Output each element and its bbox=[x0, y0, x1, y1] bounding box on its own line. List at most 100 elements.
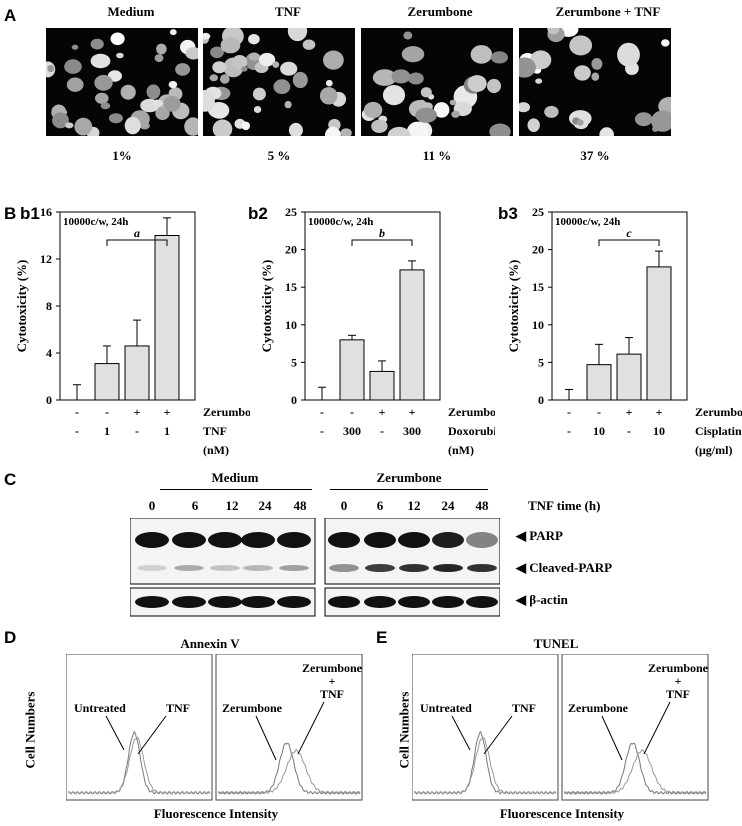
nucleus bbox=[519, 102, 530, 113]
nucleus bbox=[490, 51, 508, 64]
nucleus bbox=[574, 65, 591, 81]
cleaved-parp-band bbox=[137, 565, 167, 571]
nucleus bbox=[292, 71, 308, 89]
panel-label-c: C bbox=[4, 470, 17, 489]
panelE-ylabel: Cell Numbers bbox=[396, 691, 412, 769]
parp-label: ◀ PARP bbox=[516, 528, 563, 543]
nucleus bbox=[420, 87, 432, 98]
parp-band bbox=[135, 532, 169, 548]
micrograph-zerumbone-tnf bbox=[519, 28, 671, 136]
cleaved-parp-band bbox=[210, 565, 240, 571]
treatment-sign: - bbox=[320, 405, 324, 419]
y-tick-label: 10 bbox=[532, 318, 544, 332]
nucleus bbox=[95, 92, 109, 104]
nucleus bbox=[280, 61, 298, 76]
bar bbox=[369, 370, 395, 401]
nucleus bbox=[340, 128, 352, 136]
nucleus bbox=[287, 28, 308, 42]
histogram-frame bbox=[215, 654, 363, 801]
bar-chart-b1: Cytotoxicity (%) 0 4 8 12 16 10000c/w, 24h a - - +… bbox=[14, 205, 250, 457]
nucleus bbox=[576, 119, 584, 126]
treatment-sign: - bbox=[105, 405, 109, 419]
treatment-dose: 1 bbox=[104, 424, 110, 438]
time-6a: 6 bbox=[191, 498, 199, 513]
nucleus bbox=[47, 65, 55, 73]
nucleus bbox=[175, 63, 191, 76]
treatment-dose: 10 bbox=[593, 424, 605, 438]
nucleus bbox=[116, 52, 124, 59]
y-tick-label: 0 bbox=[46, 393, 52, 407]
nucleus bbox=[252, 87, 266, 101]
cleaved-parp-band bbox=[243, 565, 273, 571]
parp-band bbox=[364, 532, 396, 548]
cleaved-parp-band bbox=[174, 565, 204, 571]
nucleus bbox=[90, 53, 111, 69]
y-axis-label: Cytotoxicity (%) bbox=[259, 260, 274, 353]
nucleus bbox=[185, 47, 198, 60]
nucleus bbox=[203, 90, 215, 112]
nucleus bbox=[470, 45, 493, 64]
bar-chart-b3: Cytotoxicity (%) 0 5 10 15 20 25 10000c/w, 24h c… bbox=[506, 205, 742, 457]
panelA-title-medium: Medium bbox=[107, 4, 155, 19]
actin-band bbox=[277, 596, 311, 608]
bar bbox=[399, 269, 425, 401]
nucleus bbox=[90, 38, 104, 50]
nucleus bbox=[324, 126, 341, 136]
panelD-ylabel: Cell Numbers bbox=[22, 691, 38, 769]
bar bbox=[586, 364, 612, 401]
parp-band bbox=[466, 532, 498, 548]
time-24b: 24 bbox=[441, 498, 455, 513]
nucleus bbox=[487, 78, 501, 94]
actin-band bbox=[364, 596, 396, 608]
zerumbone-underline bbox=[330, 489, 488, 490]
nucleus bbox=[146, 84, 161, 100]
label-zerumbone-tnf-line1: Zerumbone bbox=[648, 661, 709, 675]
nucleus bbox=[591, 72, 600, 81]
actin-band bbox=[241, 596, 275, 608]
nucleus bbox=[288, 122, 303, 136]
bar bbox=[154, 235, 180, 401]
nucleus bbox=[272, 61, 280, 68]
pointer-line bbox=[601, 715, 623, 761]
nucleus bbox=[433, 102, 450, 118]
nucleus bbox=[391, 69, 411, 84]
bar bbox=[616, 353, 642, 401]
row-label: Zerumbone bbox=[448, 405, 495, 419]
time-0a: 0 bbox=[148, 498, 156, 513]
y-tick-label: 8 bbox=[46, 299, 52, 313]
panel-label-e: E bbox=[376, 628, 388, 647]
nucleus bbox=[154, 54, 164, 63]
nucleus bbox=[449, 99, 457, 106]
panelA-title-zerumbone-tnf: Zerumbone + TNF bbox=[555, 4, 661, 19]
actin-band bbox=[135, 596, 169, 608]
actin-band bbox=[208, 596, 242, 608]
significance-bracket bbox=[106, 239, 168, 246]
label-zerumbone: Zerumbone bbox=[568, 701, 629, 715]
nucleus bbox=[220, 37, 241, 54]
pointer-line bbox=[105, 715, 125, 751]
parp-band bbox=[398, 532, 430, 548]
cleaved-parp-band bbox=[399, 564, 429, 572]
treatment-sign: + bbox=[626, 405, 633, 419]
treatment-dose: 300 bbox=[403, 424, 421, 438]
nucleus bbox=[617, 42, 640, 67]
micrograph-zerumbone bbox=[361, 28, 513, 136]
treatment-sign: - bbox=[567, 405, 571, 419]
histogram-zerumbone-tnf bbox=[563, 748, 707, 795]
treatment-sign: - bbox=[75, 405, 79, 419]
cleaved-parp-label: ◀ Cleaved-PARP bbox=[516, 560, 613, 575]
nucleus bbox=[569, 35, 593, 56]
significance-letter: a bbox=[134, 226, 140, 240]
parp-band bbox=[208, 532, 242, 548]
nucleus bbox=[210, 46, 224, 58]
treatment-dose: 300 bbox=[343, 424, 361, 438]
y-axis-label: Cytotoxicity (%) bbox=[14, 260, 29, 353]
panel-label-b3: b3 bbox=[498, 204, 518, 223]
y-tick-label: 5 bbox=[538, 355, 544, 369]
label-zerumbone-tnf-line3: TNF bbox=[666, 687, 690, 701]
nucleus bbox=[120, 84, 136, 100]
pointer-line bbox=[483, 715, 513, 755]
nucleus bbox=[168, 81, 178, 89]
